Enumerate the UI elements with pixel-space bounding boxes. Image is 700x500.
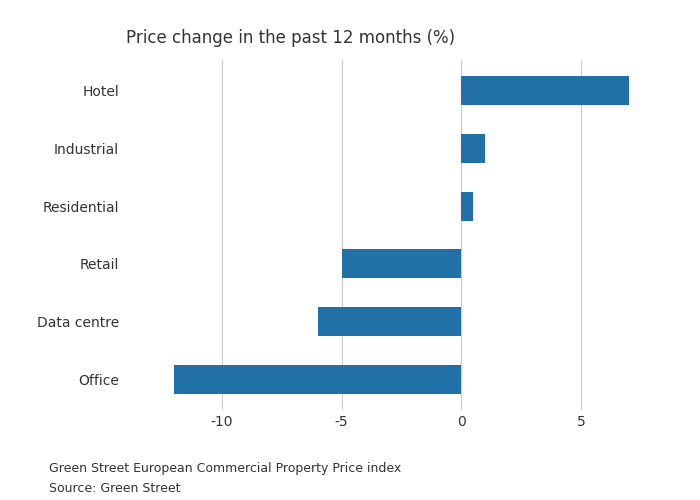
Bar bbox=[342, 250, 461, 278]
Bar bbox=[461, 192, 473, 220]
Text: Source: Green Street: Source: Green Street bbox=[49, 482, 181, 495]
Bar bbox=[174, 365, 461, 394]
Text: Price change in the past 12 months (%): Price change in the past 12 months (%) bbox=[126, 30, 455, 48]
Text: Green Street European Commercial Property Price index: Green Street European Commercial Propert… bbox=[49, 462, 401, 475]
Bar bbox=[461, 134, 485, 162]
Bar bbox=[318, 308, 461, 336]
Bar bbox=[461, 76, 629, 105]
